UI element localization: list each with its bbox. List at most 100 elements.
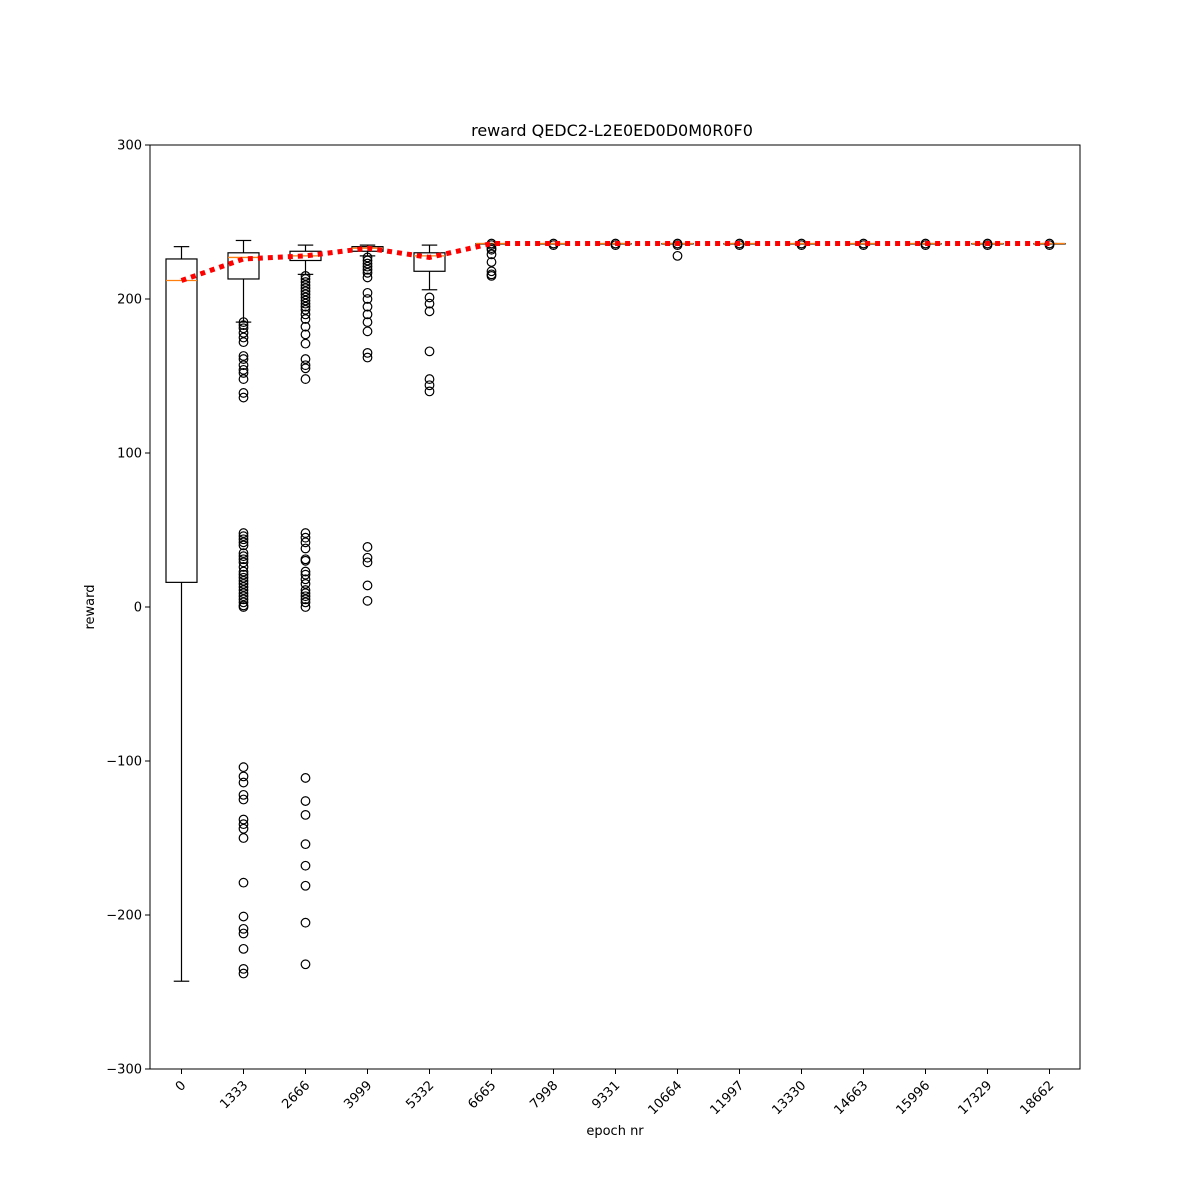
plot-frame [149, 144, 1081, 1070]
outlier-point [486, 257, 497, 267]
outlier-point [300, 588, 311, 599]
outlier-point [362, 542, 373, 552]
outlier-point [238, 554, 249, 565]
outlier-point [300, 321, 311, 332]
outlier-point [238, 351, 249, 361]
outlier-point [238, 566, 249, 577]
outlier-point [486, 271, 497, 281]
outlier-point [362, 267, 373, 278]
y-tick-label: 0 [134, 601, 142, 616]
y-axis-label: reward [83, 584, 98, 629]
outlier-point [362, 352, 373, 363]
outlier-point [238, 534, 249, 545]
y-axis: −300 −200 −100 0 100 200 300 [106, 139, 150, 1078]
outlier-point [238, 531, 249, 542]
outlier-point [300, 314, 311, 324]
outlier-point [238, 317, 249, 328]
outlier-point [238, 320, 249, 331]
outlier-point [300, 286, 311, 297]
outlier-point [300, 298, 311, 309]
outlier-point [672, 250, 683, 261]
outlier-point [238, 794, 249, 805]
outlier-point [300, 295, 311, 306]
y-tick-label: 100 [117, 447, 142, 462]
outlier-point [238, 572, 249, 583]
outlier-point [300, 959, 311, 970]
outlier-point [362, 261, 373, 272]
outlier-point [238, 337, 249, 348]
box-group [165, 238, 1066, 982]
outlier-point [424, 292, 435, 303]
outlier-point [238, 771, 249, 782]
outlier-point [238, 833, 249, 843]
outlier-point [300, 374, 311, 384]
outlier-point [238, 819, 249, 830]
outlier-point [486, 249, 497, 260]
outlier-point [238, 588, 249, 599]
box-iqr [227, 252, 260, 280]
outlier-point [238, 923, 249, 934]
outlier-point [238, 597, 249, 608]
outlier-point [238, 374, 249, 384]
outlier-point [300, 271, 311, 281]
outlier-point [300, 602, 311, 612]
outlier-point [238, 368, 249, 378]
outlier-point [424, 306, 435, 317]
outlier-point [300, 289, 311, 300]
outlier-point [300, 566, 311, 577]
outlier-point [362, 258, 373, 269]
outlier-point [238, 528, 249, 538]
outlier-point [300, 537, 311, 548]
outlier-point [300, 354, 311, 364]
outlier-point [238, 762, 249, 773]
outlier-point [238, 551, 249, 562]
outlier-point [300, 585, 311, 595]
outlier-point [424, 386, 435, 397]
outlier-point [300, 301, 311, 312]
outlier-point [300, 574, 311, 585]
outlier-point [300, 597, 311, 608]
outlier-point [238, 537, 249, 548]
outlier-point [300, 579, 311, 589]
outlier-point [300, 594, 311, 605]
outlier-point [238, 548, 249, 558]
y-tick-label: 200 [117, 293, 142, 308]
outlier-point [238, 777, 249, 788]
outlier-point [238, 911, 249, 922]
outlier-point [362, 309, 373, 320]
outlier-point [300, 304, 311, 315]
outlier-point [300, 309, 311, 320]
outlier-point [300, 569, 311, 580]
box-1333 [227, 239, 260, 979]
outlier-point [424, 380, 435, 391]
outlier-point [238, 323, 249, 334]
outlier-point [238, 814, 249, 825]
outlier-point [300, 591, 311, 602]
outlier-point [362, 294, 373, 304]
outlier-point [300, 280, 311, 291]
outlier-point [238, 585, 249, 595]
outlier-point [300, 917, 311, 928]
outlier-point [238, 569, 249, 580]
y-tick-label: −300 [106, 1063, 142, 1078]
outlier-point [362, 252, 373, 263]
outlier-point [362, 348, 373, 358]
outlier-point [486, 266, 497, 277]
outlier-point [362, 552, 373, 563]
outlier-point [982, 240, 993, 251]
outlier-point [300, 329, 311, 340]
box-iqr [165, 258, 198, 583]
outlier-point [238, 968, 249, 979]
chart-title: reward QEDC2-L2E0ED0D0M0R0F0 [471, 121, 753, 140]
median-trend-layer [180, 241, 1050, 283]
outlier-point [238, 364, 249, 375]
outlier-point [672, 240, 683, 251]
outlier-point [300, 363, 311, 374]
median-trend-line [180, 241, 1050, 283]
outlier-point [424, 298, 435, 309]
outlier-point [362, 595, 373, 606]
outlier-point [238, 557, 249, 568]
y-tick-label: 300 [117, 139, 142, 154]
outlier-point [362, 317, 373, 328]
